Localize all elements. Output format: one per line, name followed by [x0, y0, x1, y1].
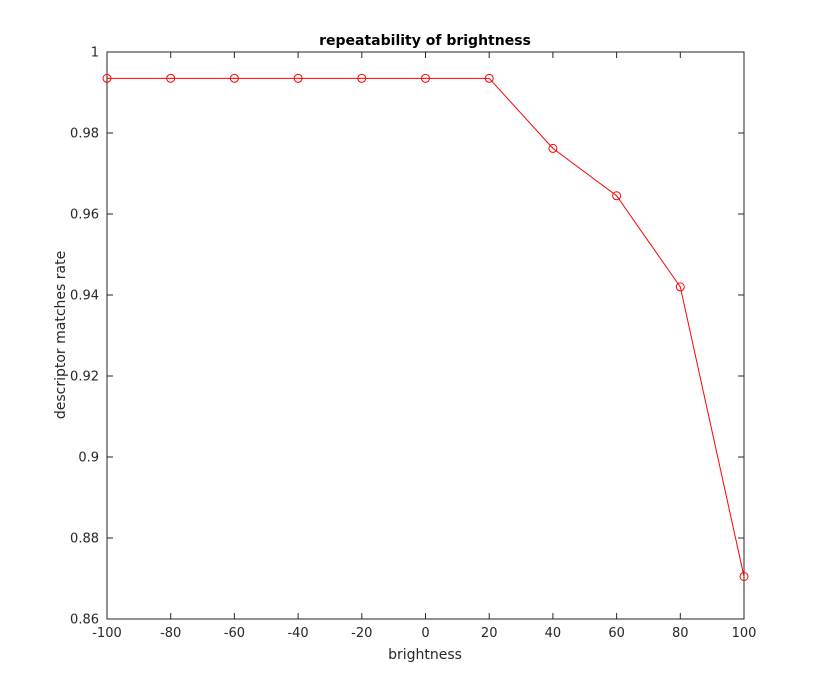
- x-tick-label: -100: [92, 626, 122, 641]
- x-tick-label: 20: [481, 626, 498, 641]
- data-point-marker: [102, 73, 112, 83]
- y-tick-labels: 0.86 0.88 0.9 0.92 0.94 0.96 0.98 1: [70, 46, 99, 628]
- axes-box: [106, 51, 745, 620]
- x-tick-label: 80: [672, 626, 689, 641]
- data-point-marker: [357, 73, 367, 83]
- x-tick-label: 0: [421, 626, 429, 641]
- data-point-marker: [421, 73, 430, 83]
- y-tick-label: 0.94: [70, 289, 99, 304]
- data-point-marker: [612, 191, 622, 201]
- data-point-marker: [166, 73, 176, 83]
- y-tick-label: 1: [91, 46, 99, 61]
- x-tick-label: 40: [545, 626, 562, 641]
- y-tick-label: 0.92: [70, 370, 99, 385]
- plot-area: [107, 52, 744, 619]
- data-point-marker: [484, 73, 494, 83]
- y-tick-label: 0.86: [70, 613, 99, 628]
- y-tick-label: 0.88: [70, 532, 99, 547]
- y-tick-label: 0.96: [70, 208, 99, 223]
- x-tick-label: -60: [224, 626, 245, 641]
- chart-title: repeatability of brightness: [319, 33, 531, 49]
- x-tick-labels: -100 -80 -60 -40 -20 0 20 40 60 80 100: [92, 626, 756, 641]
- x-tick-label: 100: [732, 626, 757, 641]
- y-axis-label: descriptor matches rate: [53, 251, 69, 419]
- x-axis-label: brightness: [388, 647, 462, 663]
- y-tick-label: 0.98: [70, 127, 99, 142]
- x-tick-label: 60: [608, 626, 625, 641]
- data-point-marker: [548, 143, 558, 153]
- y-tick-label: 0.9: [78, 451, 99, 466]
- series-line: [107, 77, 745, 577]
- x-tick-label: -20: [351, 626, 372, 641]
- data-point-marker: [675, 282, 685, 292]
- x-tick-label: -80: [160, 626, 181, 641]
- series-layer: [102, 73, 749, 581]
- data-point-marker: [229, 73, 239, 83]
- data-point-marker: [739, 571, 749, 581]
- x-tick-label: -40: [287, 626, 308, 641]
- data-point-marker: [293, 73, 303, 83]
